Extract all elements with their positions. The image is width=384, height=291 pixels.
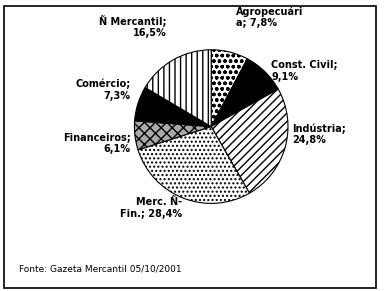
Wedge shape (211, 59, 278, 127)
Text: Const. Civil;
9,1%: Const. Civil; 9,1% (271, 61, 338, 82)
Wedge shape (135, 88, 211, 127)
Text: Comércio;
7,3%: Comércio; 7,3% (75, 79, 131, 101)
Wedge shape (134, 121, 211, 150)
Text: Merc. Ñ-
Fin.; 28,4%: Merc. Ñ- Fin.; 28,4% (120, 197, 182, 219)
Text: Fonte: Gazeta Mercantil 05/10/2001: Fonte: Gazeta Mercantil 05/10/2001 (19, 265, 182, 274)
Wedge shape (211, 89, 288, 193)
Text: Indústria;
24,8%: Indústria; 24,8% (292, 123, 346, 145)
Wedge shape (138, 127, 250, 203)
Wedge shape (145, 50, 211, 127)
Wedge shape (211, 50, 247, 127)
Text: Financeiros;
6,1%: Financeiros; 6,1% (63, 133, 131, 154)
Text: Ñ Mercantil;
16,5%: Ñ Mercantil; 16,5% (99, 15, 167, 38)
Text: Agropecuári
a; 7,8%: Agropecuári a; 7,8% (236, 6, 303, 28)
